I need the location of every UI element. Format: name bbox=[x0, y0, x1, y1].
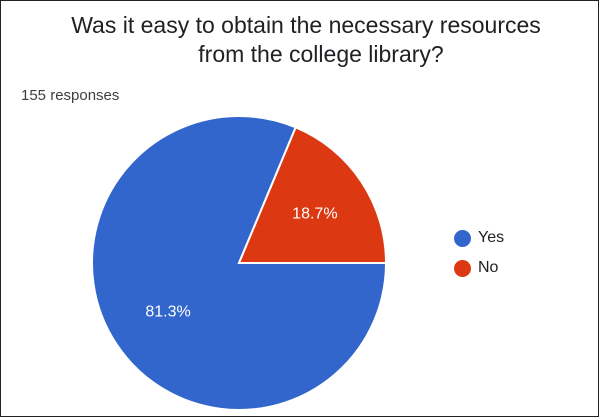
pie-slices bbox=[91, 115, 388, 411]
chart-title: Was it easy to obtain the necessary reso… bbox=[21, 11, 591, 69]
slice-label-no: 18.7% bbox=[292, 205, 337, 222]
legend-swatch-yes bbox=[454, 229, 471, 247]
legend-swatch-no bbox=[454, 259, 471, 277]
response-count: 155 responses bbox=[21, 87, 120, 104]
legend-label-yes: Yes bbox=[478, 229, 505, 246]
pie-slice-no bbox=[237, 126, 388, 264]
legend-item-no: No bbox=[454, 253, 504, 283]
chart-title-line-1: Was it easy to obtain the necessary reso… bbox=[71, 12, 541, 38]
pie-slice-labels: 81.3% 18.7% bbox=[145, 205, 337, 320]
legend-item-yes: Yes bbox=[454, 223, 504, 253]
chart-legend: Yes No bbox=[454, 223, 504, 283]
legend-label-no: No bbox=[478, 259, 499, 276]
chart-title-line-2: from the college library? bbox=[198, 41, 444, 67]
slice-label-yes: 81.3% bbox=[145, 303, 190, 320]
